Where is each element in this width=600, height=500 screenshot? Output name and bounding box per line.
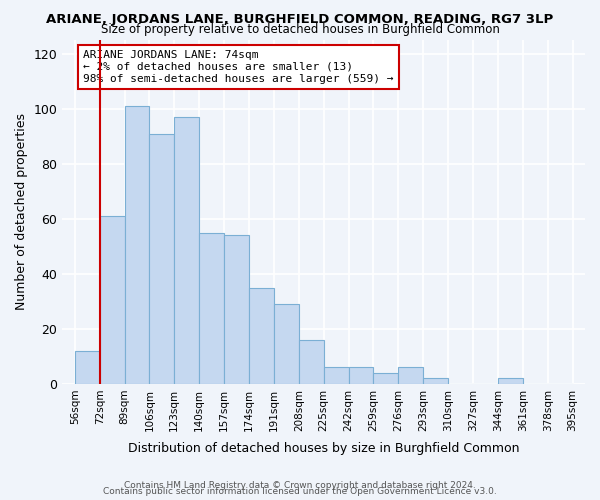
Bar <box>75 351 100 384</box>
Bar <box>175 117 199 384</box>
Text: Size of property relative to detached houses in Burghfield Common: Size of property relative to detached ho… <box>101 22 499 36</box>
Bar <box>423 378 448 384</box>
Bar <box>149 134 175 384</box>
Bar <box>299 340 323 384</box>
Text: ARIANE, JORDANS LANE, BURGHFIELD COMMON, READING, RG7 3LP: ARIANE, JORDANS LANE, BURGHFIELD COMMON,… <box>46 12 554 26</box>
Bar <box>349 368 373 384</box>
Bar <box>125 106 149 384</box>
Bar <box>498 378 523 384</box>
Bar <box>323 368 349 384</box>
Bar <box>199 232 224 384</box>
Y-axis label: Number of detached properties: Number of detached properties <box>15 114 28 310</box>
Bar <box>100 216 125 384</box>
Bar <box>249 288 274 384</box>
Text: Contains public sector information licensed under the Open Government Licence v3: Contains public sector information licen… <box>103 487 497 496</box>
X-axis label: Distribution of detached houses by size in Burghfield Common: Distribution of detached houses by size … <box>128 442 520 455</box>
Bar <box>274 304 299 384</box>
Bar <box>224 236 249 384</box>
Text: ARIANE JORDANS LANE: 74sqm
← 2% of detached houses are smaller (13)
98% of semi-: ARIANE JORDANS LANE: 74sqm ← 2% of detac… <box>83 50 394 84</box>
Text: Contains HM Land Registry data © Crown copyright and database right 2024.: Contains HM Land Registry data © Crown c… <box>124 481 476 490</box>
Bar <box>373 373 398 384</box>
Bar <box>398 368 423 384</box>
